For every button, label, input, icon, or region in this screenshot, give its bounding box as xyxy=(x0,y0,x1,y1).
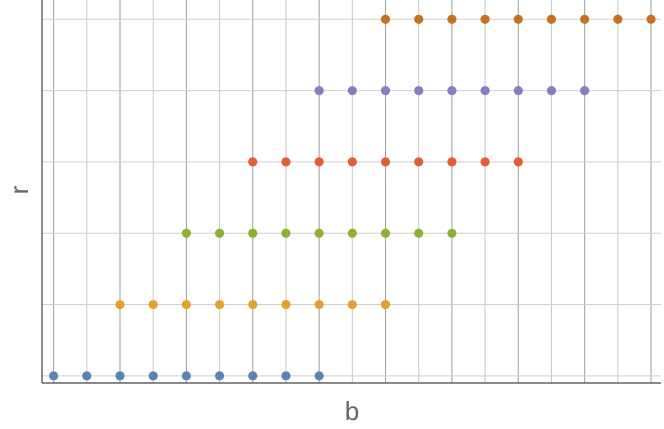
data-point xyxy=(281,371,291,381)
data-point xyxy=(347,157,357,167)
data-point xyxy=(447,157,457,167)
data-point xyxy=(314,85,324,96)
data-point xyxy=(447,228,457,238)
series-0 xyxy=(49,371,324,381)
series-4 xyxy=(314,85,590,96)
data-point xyxy=(248,299,258,310)
data-point xyxy=(214,228,225,238)
y-axis-label: r xyxy=(4,185,34,194)
data-point xyxy=(447,85,457,96)
series-5 xyxy=(380,14,656,24)
data-point xyxy=(646,14,656,24)
data-point xyxy=(480,157,490,167)
data-point xyxy=(281,228,291,238)
data-point xyxy=(214,371,225,381)
data-point xyxy=(115,371,125,381)
data-point xyxy=(480,14,490,24)
data-point xyxy=(214,299,225,310)
series-1 xyxy=(115,299,391,310)
data-point xyxy=(181,299,191,310)
data-point xyxy=(480,85,490,96)
data-point xyxy=(513,157,523,167)
data-point xyxy=(580,85,590,96)
x-axis-label: b xyxy=(345,396,359,426)
data-point xyxy=(248,371,258,381)
data-point xyxy=(513,14,523,24)
series-2 xyxy=(181,228,457,238)
data-point xyxy=(414,157,424,167)
data-point xyxy=(82,371,92,381)
data-point xyxy=(380,85,391,96)
data-point xyxy=(115,299,125,310)
data-point xyxy=(314,371,324,381)
data-point xyxy=(314,228,324,238)
data-point xyxy=(380,157,391,167)
data-point xyxy=(380,228,391,238)
data-point xyxy=(414,14,424,24)
data-point xyxy=(181,228,191,238)
series-3 xyxy=(248,157,523,167)
data-point xyxy=(380,299,391,310)
data-point xyxy=(347,85,357,96)
data-point xyxy=(414,85,424,96)
data-point xyxy=(148,299,158,310)
data-point xyxy=(380,14,391,24)
data-point xyxy=(148,371,158,381)
data-point xyxy=(546,85,557,96)
data-point xyxy=(613,14,623,24)
data-point xyxy=(347,299,357,310)
data-point xyxy=(314,299,324,310)
data-point xyxy=(281,299,291,310)
data-point xyxy=(181,371,191,381)
data-point xyxy=(347,228,357,238)
data-point xyxy=(546,14,557,24)
data-point xyxy=(281,157,291,167)
data-point xyxy=(414,228,424,238)
data-points xyxy=(49,14,656,381)
data-point xyxy=(447,14,457,24)
data-point xyxy=(248,228,258,238)
horizontal-gridlines xyxy=(42,18,661,377)
data-point xyxy=(49,371,59,381)
data-point xyxy=(248,157,258,167)
data-point xyxy=(580,14,590,24)
data-point xyxy=(314,157,324,167)
vertical-gridlines xyxy=(53,0,652,383)
data-point xyxy=(513,85,523,96)
